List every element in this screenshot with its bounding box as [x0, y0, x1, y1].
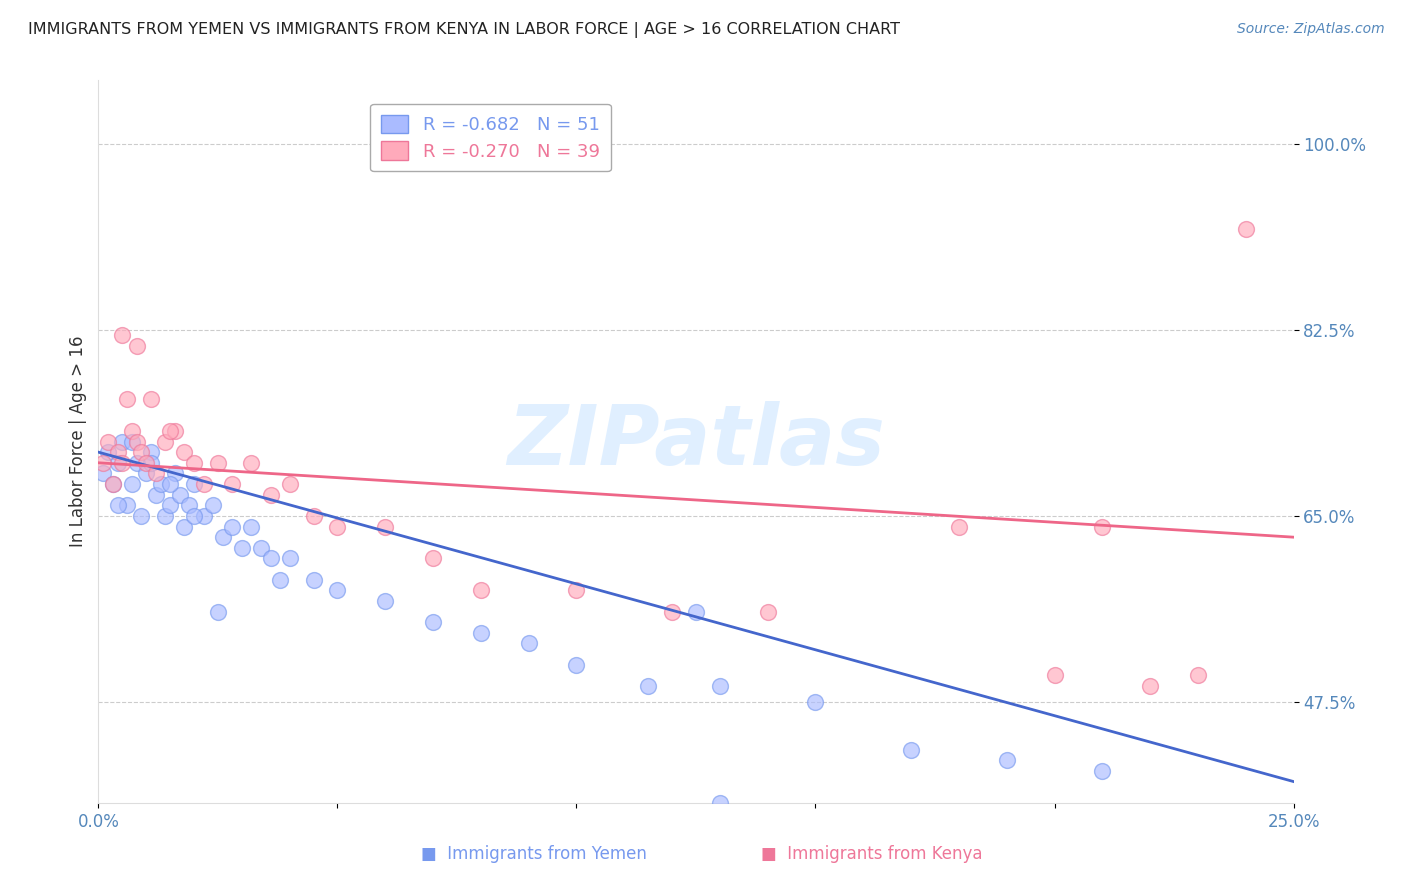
Point — [565, 583, 588, 598]
Point — [121, 434, 143, 449]
Point — [163, 424, 186, 438]
Point — [374, 519, 396, 533]
Point — [422, 551, 444, 566]
Point — [159, 498, 181, 512]
Point — [173, 445, 195, 459]
Point — [259, 488, 281, 502]
Point — [1091, 764, 1114, 778]
Point — [207, 605, 229, 619]
Point — [269, 573, 291, 587]
Point — [169, 488, 191, 502]
Point — [278, 551, 301, 566]
Point — [661, 605, 683, 619]
Point — [202, 498, 225, 512]
Point — [422, 615, 444, 630]
Point — [756, 605, 779, 619]
Point — [278, 477, 301, 491]
Point — [115, 498, 138, 512]
Point — [302, 508, 325, 523]
Y-axis label: In Labor Force | Age > 16: In Labor Force | Age > 16 — [69, 335, 87, 548]
Point — [240, 456, 263, 470]
Point — [159, 424, 181, 438]
Point — [121, 424, 143, 438]
Point — [709, 679, 731, 693]
Point — [115, 392, 138, 406]
Point — [139, 392, 162, 406]
Point — [374, 594, 396, 608]
Point — [111, 456, 134, 470]
Point — [135, 456, 157, 470]
Point — [211, 530, 233, 544]
Point — [240, 519, 263, 533]
Point — [565, 657, 588, 672]
Point — [948, 519, 970, 533]
Point — [637, 679, 659, 693]
Point — [131, 508, 153, 523]
Point — [159, 477, 181, 491]
Point — [125, 456, 148, 470]
Point — [101, 477, 124, 491]
Point — [470, 625, 492, 640]
Point — [302, 573, 325, 587]
Point — [91, 467, 114, 481]
Point — [107, 445, 129, 459]
Text: ■  Immigrants from Yemen: ■ Immigrants from Yemen — [422, 846, 647, 863]
Point — [1139, 679, 1161, 693]
Point — [900, 742, 922, 756]
Point — [183, 456, 205, 470]
Point — [207, 456, 229, 470]
Point — [145, 488, 167, 502]
Point — [125, 434, 148, 449]
Point — [1187, 668, 1209, 682]
Point — [139, 445, 162, 459]
Text: ZIPatlas: ZIPatlas — [508, 401, 884, 482]
Point — [97, 434, 120, 449]
Point — [131, 445, 153, 459]
Point — [135, 467, 157, 481]
Point — [231, 541, 253, 555]
Point — [173, 519, 195, 533]
Text: IMMIGRANTS FROM YEMEN VS IMMIGRANTS FROM KENYA IN LABOR FORCE | AGE > 16 CORRELA: IMMIGRANTS FROM YEMEN VS IMMIGRANTS FROM… — [28, 22, 900, 38]
Point — [163, 467, 186, 481]
Point — [107, 498, 129, 512]
Point — [1091, 519, 1114, 533]
Point — [179, 498, 201, 512]
Legend: R = -0.682   N = 51, R = -0.270   N = 39: R = -0.682 N = 51, R = -0.270 N = 39 — [370, 103, 610, 171]
Point — [326, 519, 349, 533]
Text: Source: ZipAtlas.com: Source: ZipAtlas.com — [1237, 22, 1385, 37]
Point — [804, 695, 827, 709]
Point — [97, 445, 120, 459]
Point — [259, 551, 281, 566]
Point — [101, 477, 124, 491]
Point — [709, 796, 731, 810]
Point — [221, 477, 243, 491]
Point — [125, 339, 148, 353]
Text: ■  Immigrants from Kenya: ■ Immigrants from Kenya — [761, 846, 983, 863]
Point — [111, 328, 134, 343]
Point — [685, 605, 707, 619]
Point — [139, 456, 162, 470]
Point — [221, 519, 243, 533]
Point — [995, 753, 1018, 767]
Point — [149, 477, 172, 491]
Point — [91, 456, 114, 470]
Point — [1234, 222, 1257, 236]
Point — [250, 541, 273, 555]
Point — [183, 477, 205, 491]
Point — [193, 508, 215, 523]
Point — [145, 467, 167, 481]
Point — [183, 508, 205, 523]
Point — [470, 583, 492, 598]
Point — [155, 434, 177, 449]
Point — [517, 636, 540, 650]
Point — [1043, 668, 1066, 682]
Point — [155, 508, 177, 523]
Point — [193, 477, 215, 491]
Point — [111, 434, 134, 449]
Point — [121, 477, 143, 491]
Point — [326, 583, 349, 598]
Point — [107, 456, 129, 470]
